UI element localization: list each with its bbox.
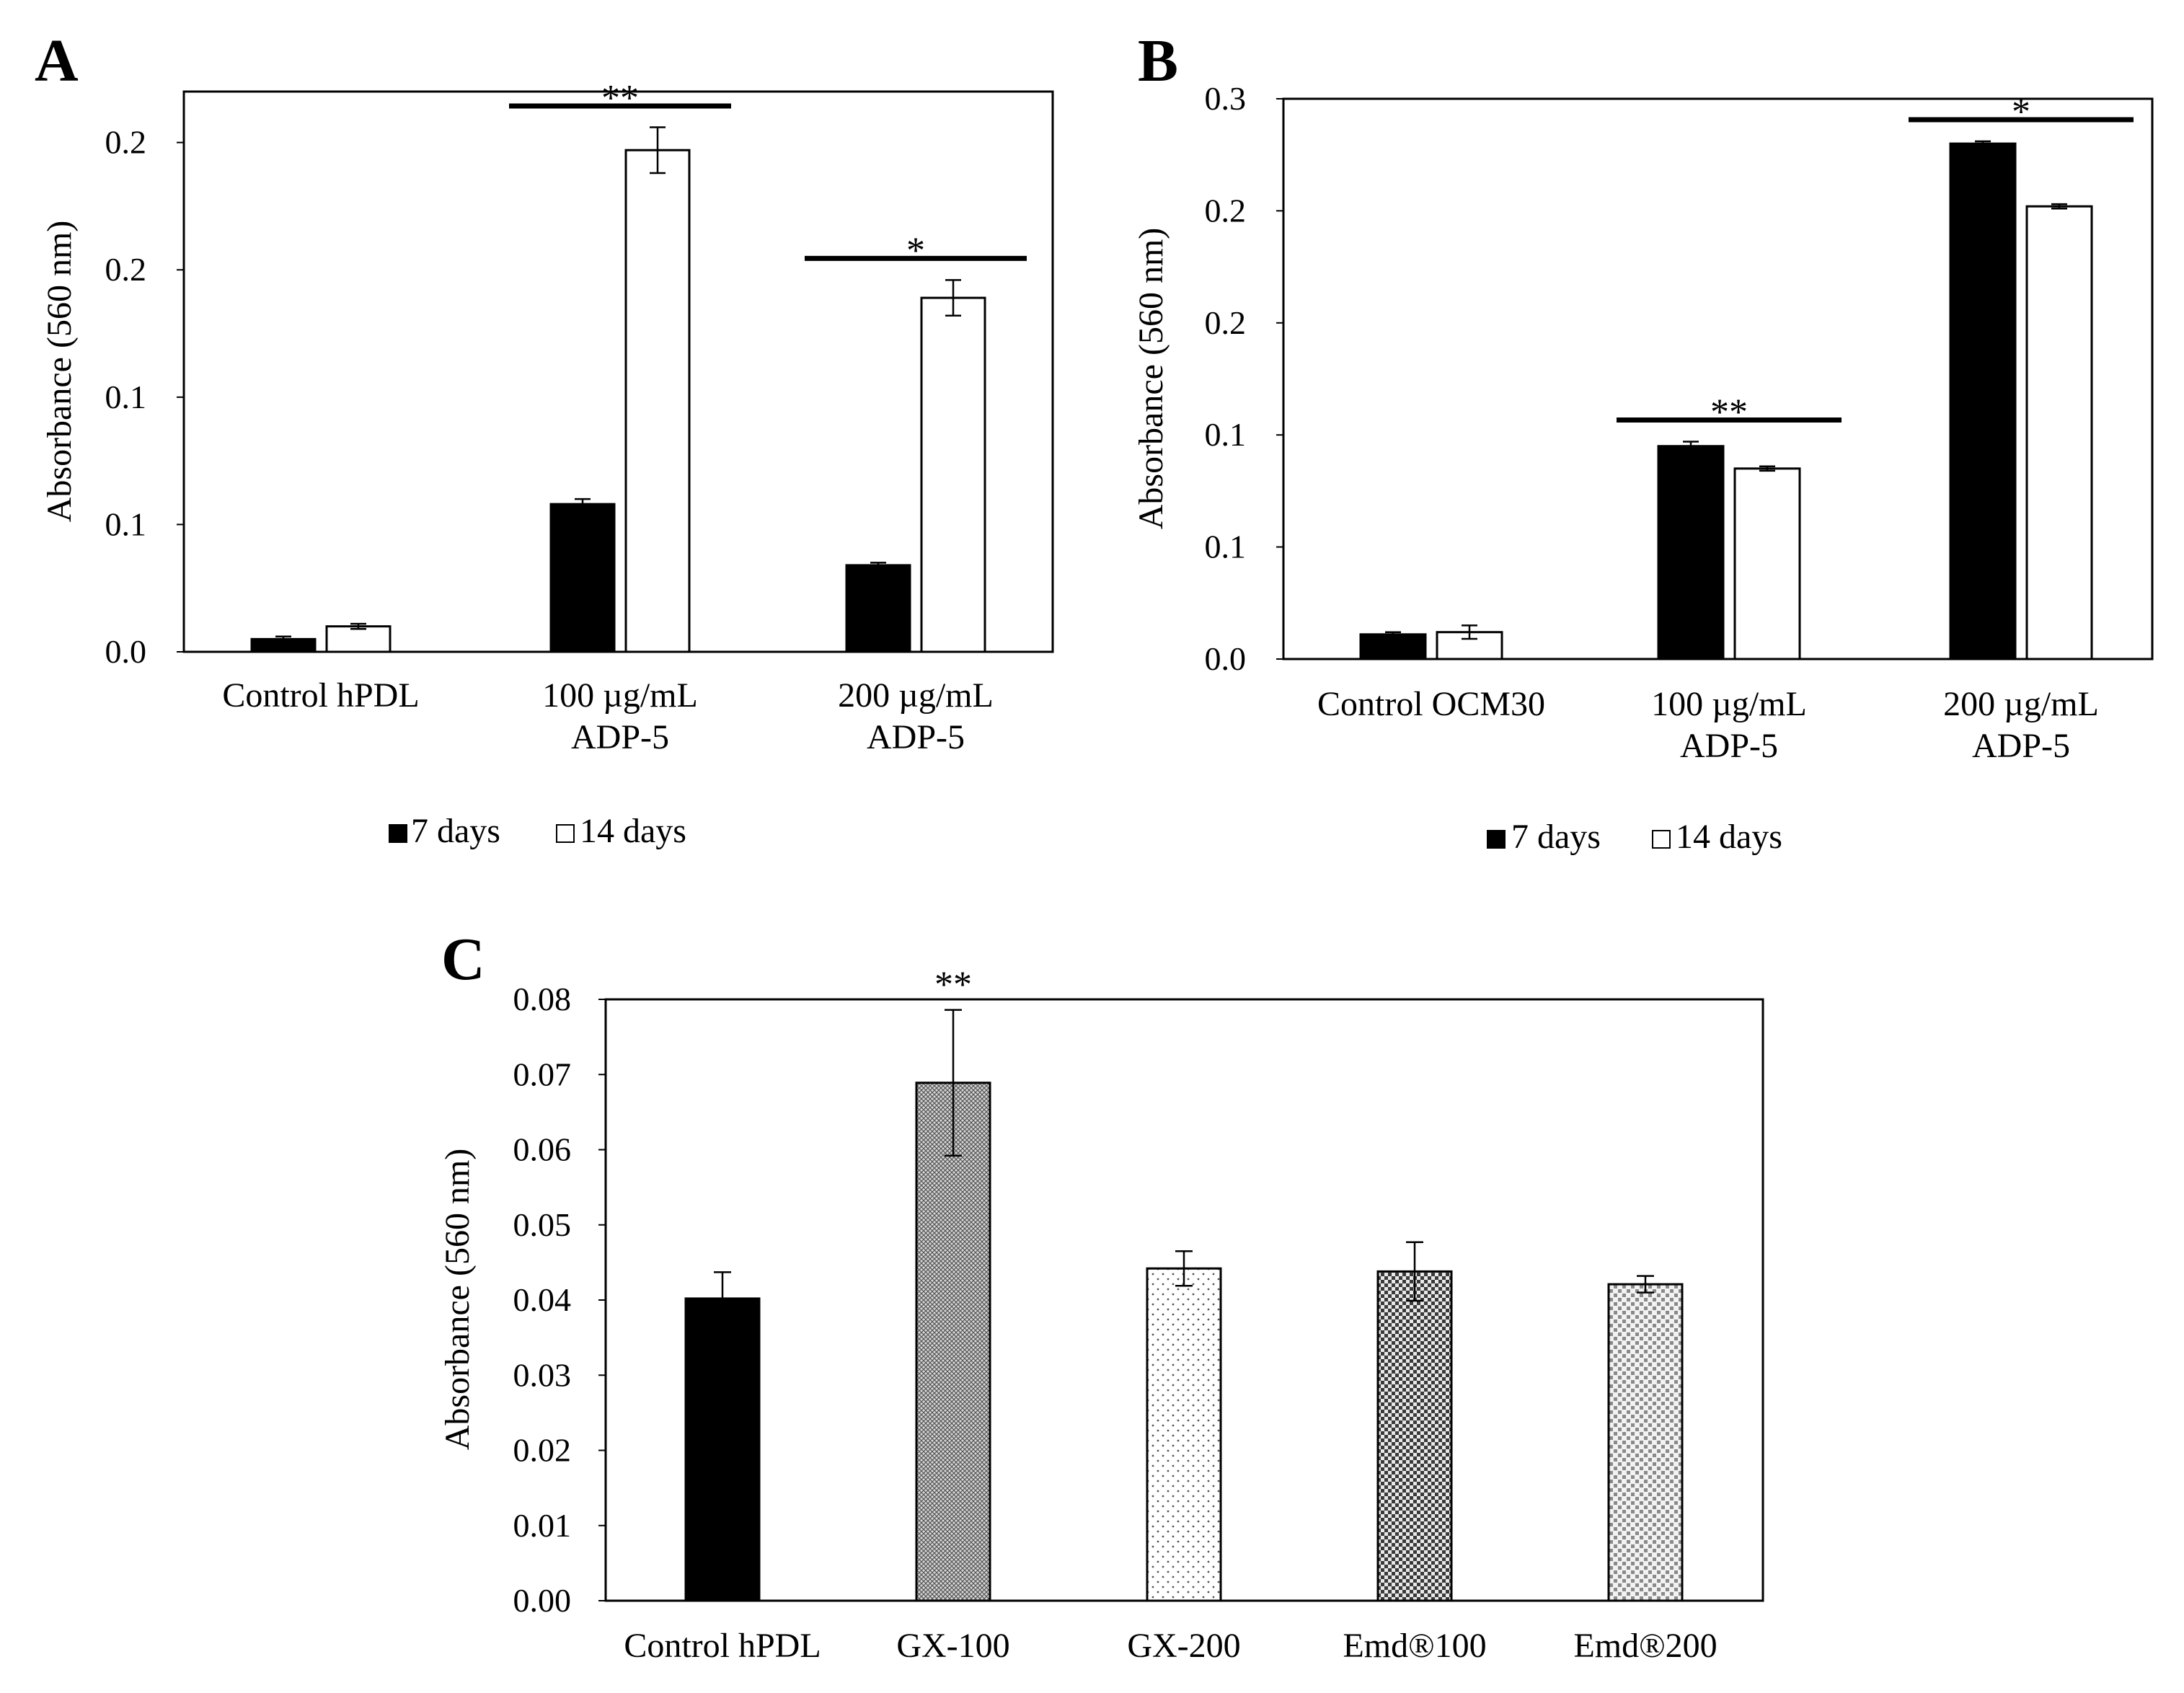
panel-c-ytick-label: 0.04 [513,1281,572,1318]
panel-c-ytick-label: 0.08 [513,981,572,1017]
panel-c-bar-emd-100 [1376,1270,1453,1602]
panel-a-legend-swatch-7-days [389,824,407,843]
panel-b-ytick-label: 0.2 [1205,192,1247,229]
panel-a-ytick-label: 0.1 [105,379,147,415]
panel-c-category-labels: Control hPDL GX-100 GX-200 Emd®100 Emd®200 [624,1627,1717,1665]
panel-c: C Absorbance (560 nm) 0.000.010.020.030.… [438,926,1764,1665]
panel-c-bar-gx-200 [1146,1267,1222,1602]
panel-c-ytick-label: 0.05 [513,1206,572,1243]
panel-a-bar-7-days-2 [845,564,911,653]
panel-c-category-label-emd-100: Emd®100 [1343,1627,1486,1665]
panel-b-category-label-1: 100 µg/mL [1651,685,1807,723]
panel-a-bar-14-days-1 [624,149,691,653]
panel-a-legend-7-days: 7 days [411,812,500,850]
panel-a-legend-swatch-14-days [556,824,575,843]
panel-a-significance-mark-1: ** [601,78,639,119]
panel-b-significance: *** [1617,92,2134,433]
panel-b-ytick-label: 0.0 [1205,640,1247,677]
panel-b-category-label-0: Control OCM30 [1317,685,1545,723]
panel-b-legend-swatch-7-days [1487,830,1506,849]
panel-b-label: B [1138,27,1178,94]
panel-a-significance-mark-2: * [906,230,925,271]
panel-b-category-label-1: ADP-5 [1680,727,1778,765]
panel-c-y-axis-label: Absorbance (560 nm) [438,1149,477,1451]
panel-a-bars [250,126,986,653]
panel-a-bar-7-days-1 [549,503,616,653]
panel-b-ytick-label: 0.3 [1205,80,1247,117]
panel-c-y-ticks: 0.00 0.01 0.02 0.03 0.04 0.05 0.06 0.07 0.08 [513,981,606,1619]
panel-c-ytick-label: 0.00 [513,1582,572,1619]
panel-b-ytick-label: 0.1 [1205,529,1247,565]
panel-b-ytick-label: 0.1 [1205,416,1247,453]
panel-b-y-axis-label: Absorbance (560 nm) [1132,228,1170,530]
panel-a-category-label-0: Control hPDL [222,676,419,715]
panel-b-significance-mark-2: * [2012,92,2030,133]
panel-c-ytick-label: 0.06 [513,1131,572,1168]
panel-b-bars [1359,140,2093,660]
panel-b-bar-14-days-1 [1733,467,1801,660]
panel-a-category-label-2: 200 µg/mL [838,676,994,715]
panel-c-label: C [441,926,485,993]
panel-b-bar-14-days-2 [2025,205,2093,660]
panel-a-legend: 7 days 14 days [389,812,686,850]
panel-c-bar-gx-100 [915,1082,991,1602]
panel-b-bar-7-days-0 [1359,633,1427,660]
panel-c-ytick-label: 0.02 [513,1432,572,1469]
panel-b-y-ticks: 0.0 0.1 0.1 0.2 0.2 0.3 [1205,80,1283,677]
panel-a-ytick-label: 0.2 [105,251,147,288]
panel-a-y-ticks: 0.0 0.1 0.1 0.2 0.2 [105,124,184,670]
panel-c-bar-emd-200 [1607,1283,1684,1602]
panel-c-category-label-gx-200: GX-200 [1127,1627,1240,1665]
panel-c-ytick-label: 0.01 [513,1507,572,1544]
panel-b-ytick-label: 0.2 [1205,304,1247,341]
panel-a: A Absorbance (560 nm) 0.0 0.1 0.1 0.2 0.2 Co… [35,27,1054,850]
panel-a-category-label-1: ADP-5 [571,718,669,756]
panel-c-significance: ** [934,965,972,1006]
panel-b: B Absorbance (560 nm) 0.0 0.1 0.1 0.2 0.2 0.3… [1132,27,2154,856]
panel-b-bar-7-days-2 [1949,142,2017,660]
panel-c-category-label-emd-200: Emd®200 [1573,1627,1717,1665]
panel-b-significance-mark-1: ** [1710,392,1748,433]
panel-b-legend-7-days: 7 days [1511,818,1601,856]
panel-b-legend-swatch-14-days [1652,830,1671,849]
panel-a-legend-14-days: 14 days [580,812,686,850]
panel-c-category-label-gx-100: GX-100 [896,1627,1009,1665]
panel-c-ytick-label: 0.03 [513,1356,572,1393]
panel-a-label: A [35,27,79,94]
panel-a-ytick-label: 0.2 [105,124,147,161]
panel-a-bar-14-days-2 [920,296,986,653]
panel-b-bar-7-days-1 [1657,445,1725,660]
panel-b-category-labels: Control OCM30 100 µg/mL ADP-5 200 µg/mL ADP-… [1317,685,2099,765]
panel-c-bar-control-hpdl [684,1297,761,1602]
panel-c-bars [684,1009,1684,1602]
panel-b-category-label-2: 200 µg/mL [1943,685,2099,723]
panel-a-y-axis-label: Absorbance (560 nm) [40,221,79,523]
panel-b-legend: 7 days 14 days [1487,818,1782,856]
panel-b-category-label-2: ADP-5 [1972,727,2070,765]
panel-a-significance: *** [509,78,1027,271]
panel-b-legend-14-days: 14 days [1676,818,1782,856]
panel-a-ytick-label: 0.1 [105,505,147,542]
panel-a-category-label-2: ADP-5 [867,718,965,756]
panel-a-bar-14-days-0 [325,625,392,653]
panel-c-category-label-control-hpdl: Control hPDL [624,1627,821,1665]
panel-a-plot-frame [182,90,1054,653]
panel-a-category-label-1: 100 µg/mL [542,676,698,715]
panel-c-significance-mark-1: ** [934,965,972,1006]
panel-a-ytick-label: 0.0 [105,633,147,670]
panel-c-ytick-label: 0.07 [513,1056,572,1092]
